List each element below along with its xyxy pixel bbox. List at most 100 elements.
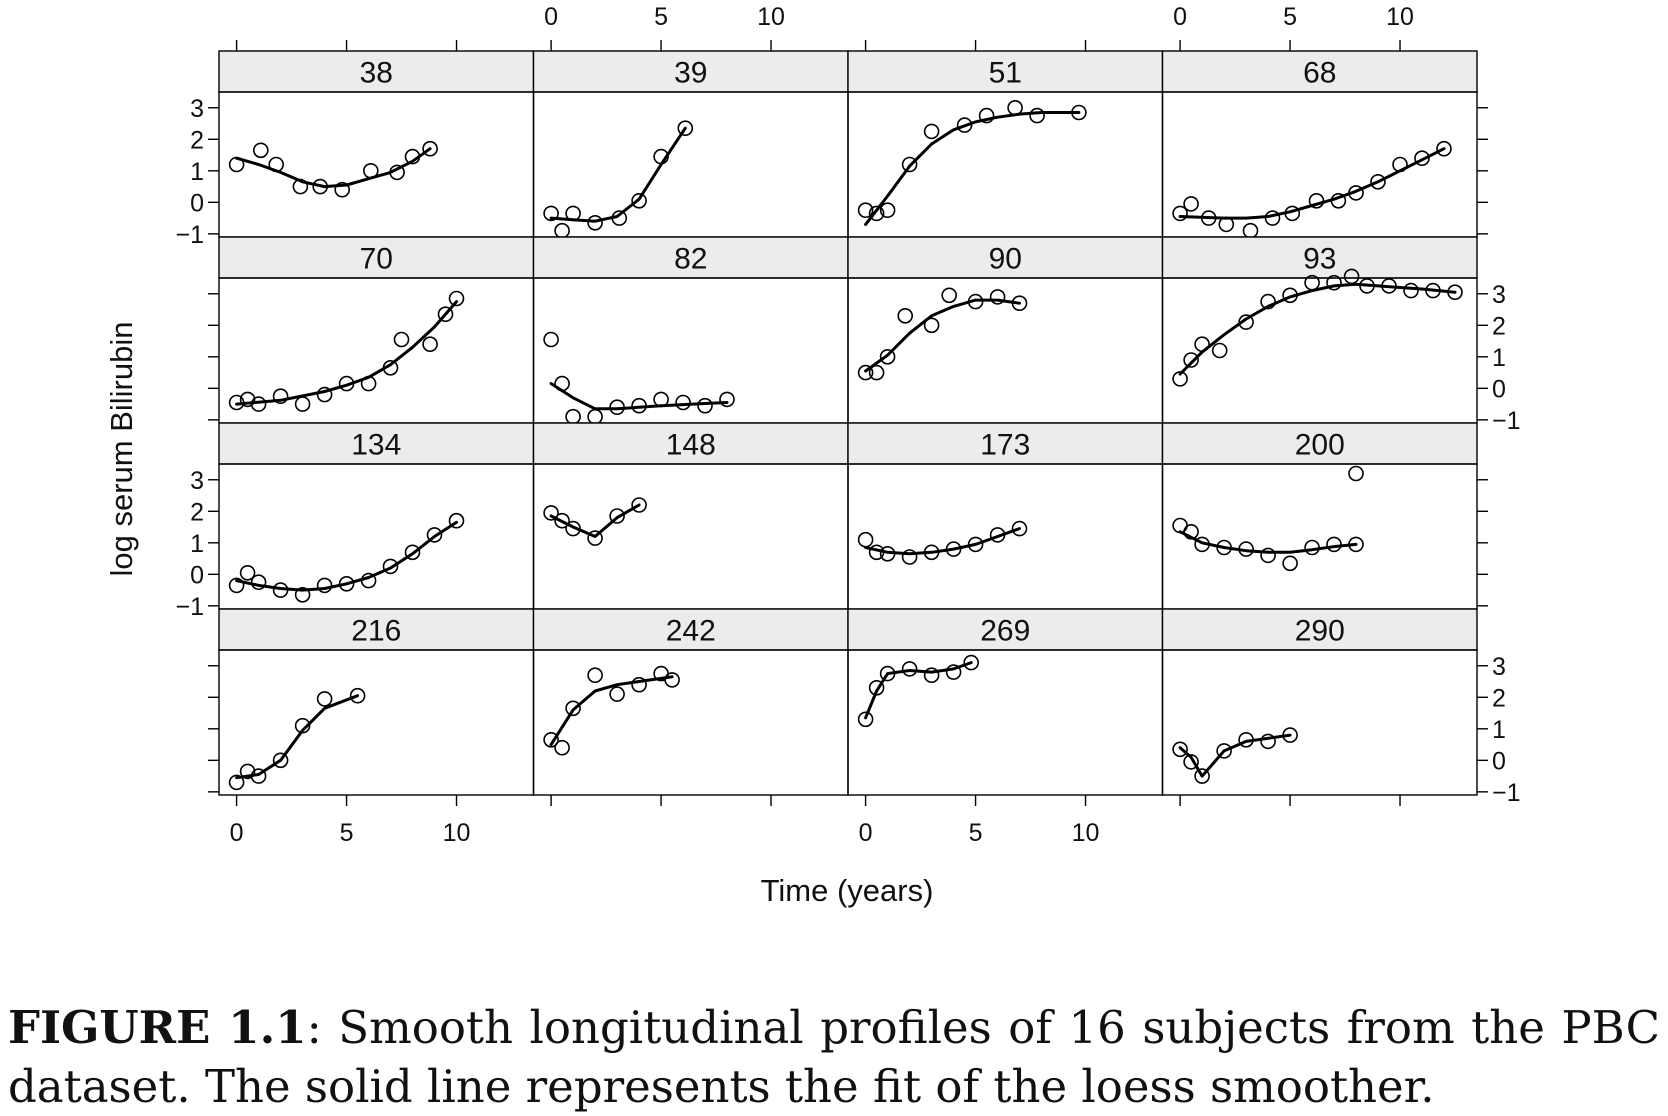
data-point [565,408,581,425]
data-point [631,193,647,209]
data-point [1238,541,1254,557]
y-tick-label: 0 [1492,747,1506,775]
loess-line [549,382,729,411]
data-point [228,394,245,411]
data-point [1242,222,1259,239]
panel-plot [532,463,849,610]
panel-plot [847,649,1164,796]
data-point [1425,282,1441,299]
data-point [653,391,669,408]
data-point [1359,278,1375,294]
data-point [565,520,581,537]
data-point [1282,727,1298,743]
data-point [422,140,438,157]
panels-layer: 38 39 51 68 70 82 90 93 134 148 173 200 216 242 269 290 [218,50,1478,796]
data-point [554,222,570,239]
data-point [879,349,896,365]
loess-line [864,661,973,720]
data-point [1304,539,1320,556]
panel-strip-label: 148 [666,429,716,462]
data-point [1183,754,1199,770]
y-tick-label: 0 [190,561,204,589]
data-point [1183,524,1199,540]
y-tick-label: 3 [1492,653,1506,681]
data-point [268,156,285,173]
data-point [404,544,421,561]
panel-frame [1161,463,1478,610]
data-point [1392,156,1408,173]
panel-strip-label: 216 [351,615,401,648]
data-point [1403,282,1419,299]
data-point [1011,295,1028,312]
x-tick-label: 10 [443,819,471,847]
data-point [239,565,256,581]
data-point [382,558,399,575]
data-point [360,572,377,589]
data-point [631,676,647,693]
data-point [1282,287,1298,304]
panel-216: 216 [218,608,535,796]
y-tick-label: 1 [1492,716,1506,744]
panel-frame [218,649,535,796]
data-point [1200,210,1217,226]
loess-line [864,111,1081,226]
panel-plot [847,277,1164,424]
data-point [543,331,559,348]
y-tick-label: 1 [190,530,204,558]
y-tick-label: −1 [1492,407,1521,435]
data-point [1260,733,1276,750]
data-point [941,287,957,304]
data-point [1011,520,1028,537]
data-point [897,307,914,324]
data-point [1436,140,1452,157]
data-point [1194,536,1210,553]
data-point [587,408,603,425]
data-point [543,505,559,521]
data-point [250,574,267,590]
data-point [868,364,885,381]
panel-plot [1161,268,1478,424]
y-axis-label: log serum Bilirubin [104,322,139,577]
panel-frame [532,463,849,610]
y-tick-label: 3 [1492,281,1506,309]
x-tick-label: 10 [1072,819,1100,847]
data-point [1414,150,1430,166]
data-point [252,142,269,159]
data-point [448,290,465,307]
panel-269: 269 [847,608,1164,796]
data-point [312,178,328,195]
data-point [334,181,350,198]
data-point [1007,100,1023,116]
data-point [1330,193,1347,209]
y-tick-label: 2 [190,498,204,526]
data-point [1326,536,1342,553]
data-point [250,396,267,412]
panel-strip-label: 200 [1295,429,1345,462]
panel-plot [847,463,1164,610]
data-point [1370,174,1386,190]
panel-strip-label: 93 [1303,243,1336,276]
x-tick-label: 5 [969,819,983,847]
data-point [923,123,940,140]
data-point [316,691,333,707]
data-point [664,672,680,688]
figure-caption-label: FIGURE 1.1 [8,1001,307,1054]
data-point [239,391,256,408]
panel-strip [1161,608,1478,651]
data-point [1447,284,1463,300]
data-point [857,531,874,548]
data-point [945,541,962,557]
panel-strip-label: 38 [360,57,393,90]
data-point [272,582,289,598]
data-point [272,752,289,769]
data-point [945,664,962,680]
data-point [1071,104,1087,121]
x-tick-label: 0 [230,819,244,847]
panel-90: 90 [847,236,1164,424]
panel-148: 148 [532,422,849,610]
x-tick-label: 5 [340,819,354,847]
data-point [554,375,570,392]
figure-caption-text: : Smooth longitudinal profiles of 16 sub… [8,1001,1660,1113]
data-point [349,687,366,704]
panel-strip-label: 269 [980,615,1030,648]
